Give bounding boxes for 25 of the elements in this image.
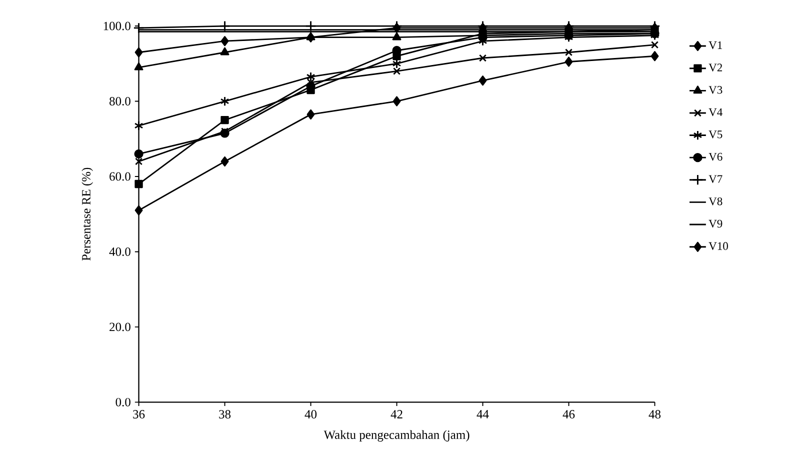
y-tick-label: 100.0 — [104, 22, 130, 30]
y-tick-label: 40.0 — [109, 247, 130, 256]
x-tick-label: 36 — [133, 410, 145, 418]
x-tick-label: 46 — [562, 410, 575, 418]
y-axis-title: Persentase RE (%) — [82, 168, 93, 260]
legend-label: V3 — [708, 86, 722, 94]
y-tick-label: 80.0 — [110, 96, 130, 106]
x-tick-label: 44 — [476, 410, 489, 418]
y-tick-label: 0.0 — [116, 398, 130, 406]
legend-label: V2 — [708, 63, 722, 72]
legend-label: V7 — [708, 175, 722, 183]
legend-label: V4 — [708, 108, 722, 116]
x-tick-label: 42 — [390, 410, 402, 418]
x-tick-label: 48 — [648, 410, 661, 418]
legend-label: V8 — [708, 197, 722, 206]
x-axis-title: Waktu pengecambahan (jam) — [324, 430, 470, 442]
legend-label: V1 — [708, 41, 722, 49]
y-tick-label: 20.0 — [110, 322, 130, 331]
x-tick-label: 38 — [219, 410, 231, 418]
y-tick-label: 60.0 — [110, 172, 130, 181]
x-tick-label: 40 — [304, 410, 317, 418]
legend-label: V9 — [708, 220, 722, 228]
legend-label: V5 — [708, 130, 722, 138]
legend-label: V10 — [708, 242, 728, 250]
legend-label: V6 — [708, 152, 722, 160]
